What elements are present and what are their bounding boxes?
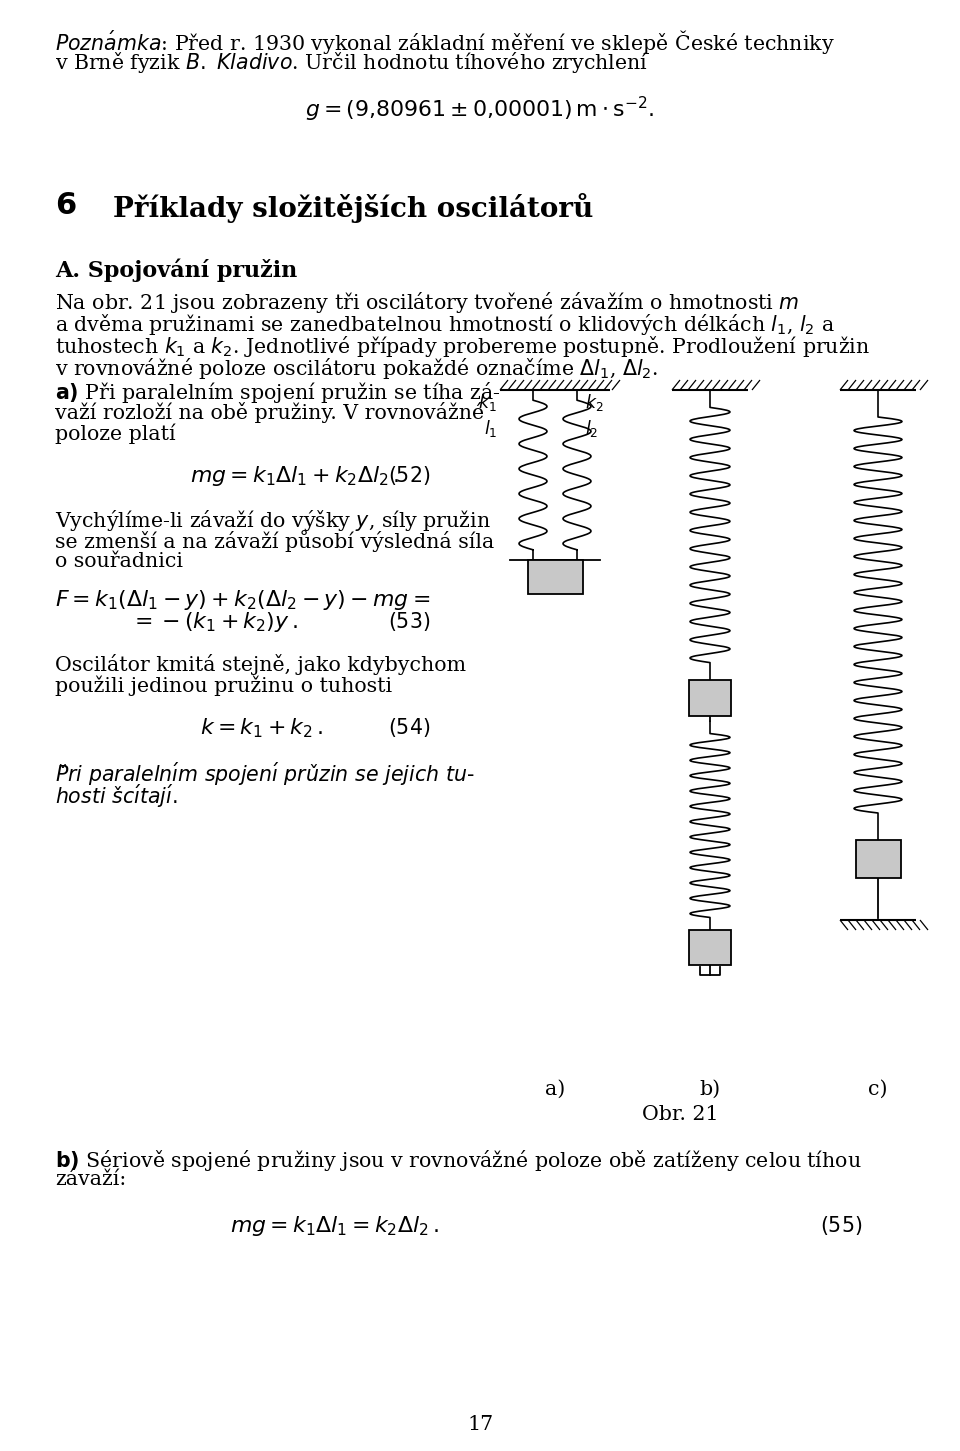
Text: Vychýlíme-li závaží do výšky $y$, síly pružin: Vychýlíme-li závaží do výšky $y$, síly p…	[55, 508, 491, 533]
Text: a): a)	[545, 1080, 565, 1098]
Text: $F = k_1(\Delta l_1 - y) + k_2(\Delta l_2 - y) - mg =$: $F = k_1(\Delta l_1 - y) + k_2(\Delta l_…	[55, 588, 430, 612]
Text: $= -(k_1 + k_2)y\,.$: $= -(k_1 + k_2)y\,.$	[130, 609, 298, 634]
Text: $\mathit{P\check{r}i\ paraleln\acute{\imath}m\ spojen\acute{\imath}\ pru\check{z: $\mathit{P\check{r}i\ paraleln\acute{\im…	[55, 760, 474, 788]
Text: poloze platí: poloze platí	[55, 424, 176, 444]
Text: v rovnovážné poloze oscilátoru pokaždé označíme $\Delta l_1$, $\Delta l_2$.: v rovnovážné poloze oscilátoru pokaždé o…	[55, 355, 659, 382]
Text: $g = (9{,}80961 \pm 0{,}00001)\,\mathrm{m} \cdot \mathrm{s}^{-2}.$: $g = (9{,}80961 \pm 0{,}00001)\,\mathrm{…	[305, 94, 655, 125]
Text: $(53)$: $(53)$	[388, 609, 430, 633]
Text: c): c)	[868, 1080, 888, 1098]
Text: $k = k_1 + k_2\,.$: $k = k_1 + k_2\,.$	[200, 715, 324, 740]
Text: Na obr. 21 jsou zobrazeny tři oscilátory tvořené závažím o hmotnosti $m$: Na obr. 21 jsou zobrazeny tři oscilátory…	[55, 290, 800, 315]
Text: $k_1$: $k_1$	[478, 392, 497, 414]
Text: $\mathit{Pozn\'{a}mka}$: Před r. 1930 vykonal základní měření ve sklepě České te: $\mathit{Pozn\'{a}mka}$: Před r. 1930 vy…	[55, 28, 834, 57]
Text: $(55)$: $(55)$	[820, 1214, 862, 1238]
Bar	[855, 840, 900, 878]
Text: $\mathbf{a)}$ Při paralelním spojení pružin se tíha zá-: $\mathbf{a)}$ Při paralelním spojení pru…	[55, 380, 500, 405]
Text: o souřadnici: o souřadnici	[55, 551, 183, 572]
Bar	[689, 681, 731, 715]
Text: važí rozloží na obě pružiny. V rovnovážné: važí rozloží na obě pružiny. V rovnovážn…	[55, 402, 484, 424]
Text: $l_2$: $l_2$	[585, 418, 598, 440]
Bar	[527, 560, 583, 593]
Text: $l_1$: $l_1$	[484, 418, 497, 440]
Text: $(52)$: $(52)$	[388, 464, 430, 488]
Text: použili jedinou pružinu o tuhosti: použili jedinou pružinu o tuhosti	[55, 676, 392, 696]
Bar	[689, 930, 731, 965]
Text: tuhostech $k_1$ a $k_2$. Jednotlivé případy probereme postupně. Prodloužení pruž: tuhostech $k_1$ a $k_2$. Jednotlivé příp…	[55, 334, 870, 358]
Text: $mg = k_1\Delta l_1 + k_2\Delta l_2\,.$: $mg = k_1\Delta l_1 + k_2\Delta l_2\,.$	[190, 464, 399, 488]
Text: Oscilátor kmitá stejně, jako kdybychom: Oscilátor kmitá stejně, jako kdybychom	[55, 654, 466, 675]
Text: b): b)	[700, 1080, 721, 1098]
Text: se zmenší a na závaží působí výsledná síla: se zmenší a na závaží působí výsledná sí…	[55, 530, 494, 551]
Text: $\mathbf{b)}$ Sériově spojené pružiny jsou v rovnovážné poloze obě zatíženy celo: $\mathbf{b)}$ Sériově spojené pružiny js…	[55, 1148, 861, 1172]
Text: $mg = k_1\Delta l_1 = k_2\Delta l_2\,.$: $mg = k_1\Delta l_1 = k_2\Delta l_2\,.$	[230, 1214, 439, 1238]
Text: závaží:: závaží:	[55, 1170, 127, 1188]
Text: 17: 17	[467, 1415, 493, 1434]
Text: Obr. 21: Obr. 21	[641, 1106, 718, 1125]
Text: $\mathit{hosti\ s\check{c}\acute{\imath}taj\acute{\imath}.}$: $\mathit{hosti\ s\check{c}\acute{\imath}…	[55, 782, 178, 810]
Text: $k_2$: $k_2$	[585, 392, 604, 414]
Text: $\mathbf{6}$: $\mathbf{6}$	[55, 190, 77, 221]
Text: a dvěma pružinami se zanedbatelnou hmotností o klidových délkách $l_1$, $l_2$ a: a dvěma pružinami se zanedbatelnou hmotn…	[55, 312, 835, 337]
Text: Příklady složitějších oscilátorů: Příklady složitějších oscilátorů	[113, 193, 593, 223]
Text: $(54)$: $(54)$	[388, 715, 430, 739]
Text: A. Spojování pružin: A. Spojování pružin	[55, 258, 298, 281]
Text: v Brně fyzik $\mathit{B.\ Kladivo}$. Určil hodnotu tíhového zrychlení: v Brně fyzik $\mathit{B.\ Kladivo}$. Urč…	[55, 49, 649, 75]
